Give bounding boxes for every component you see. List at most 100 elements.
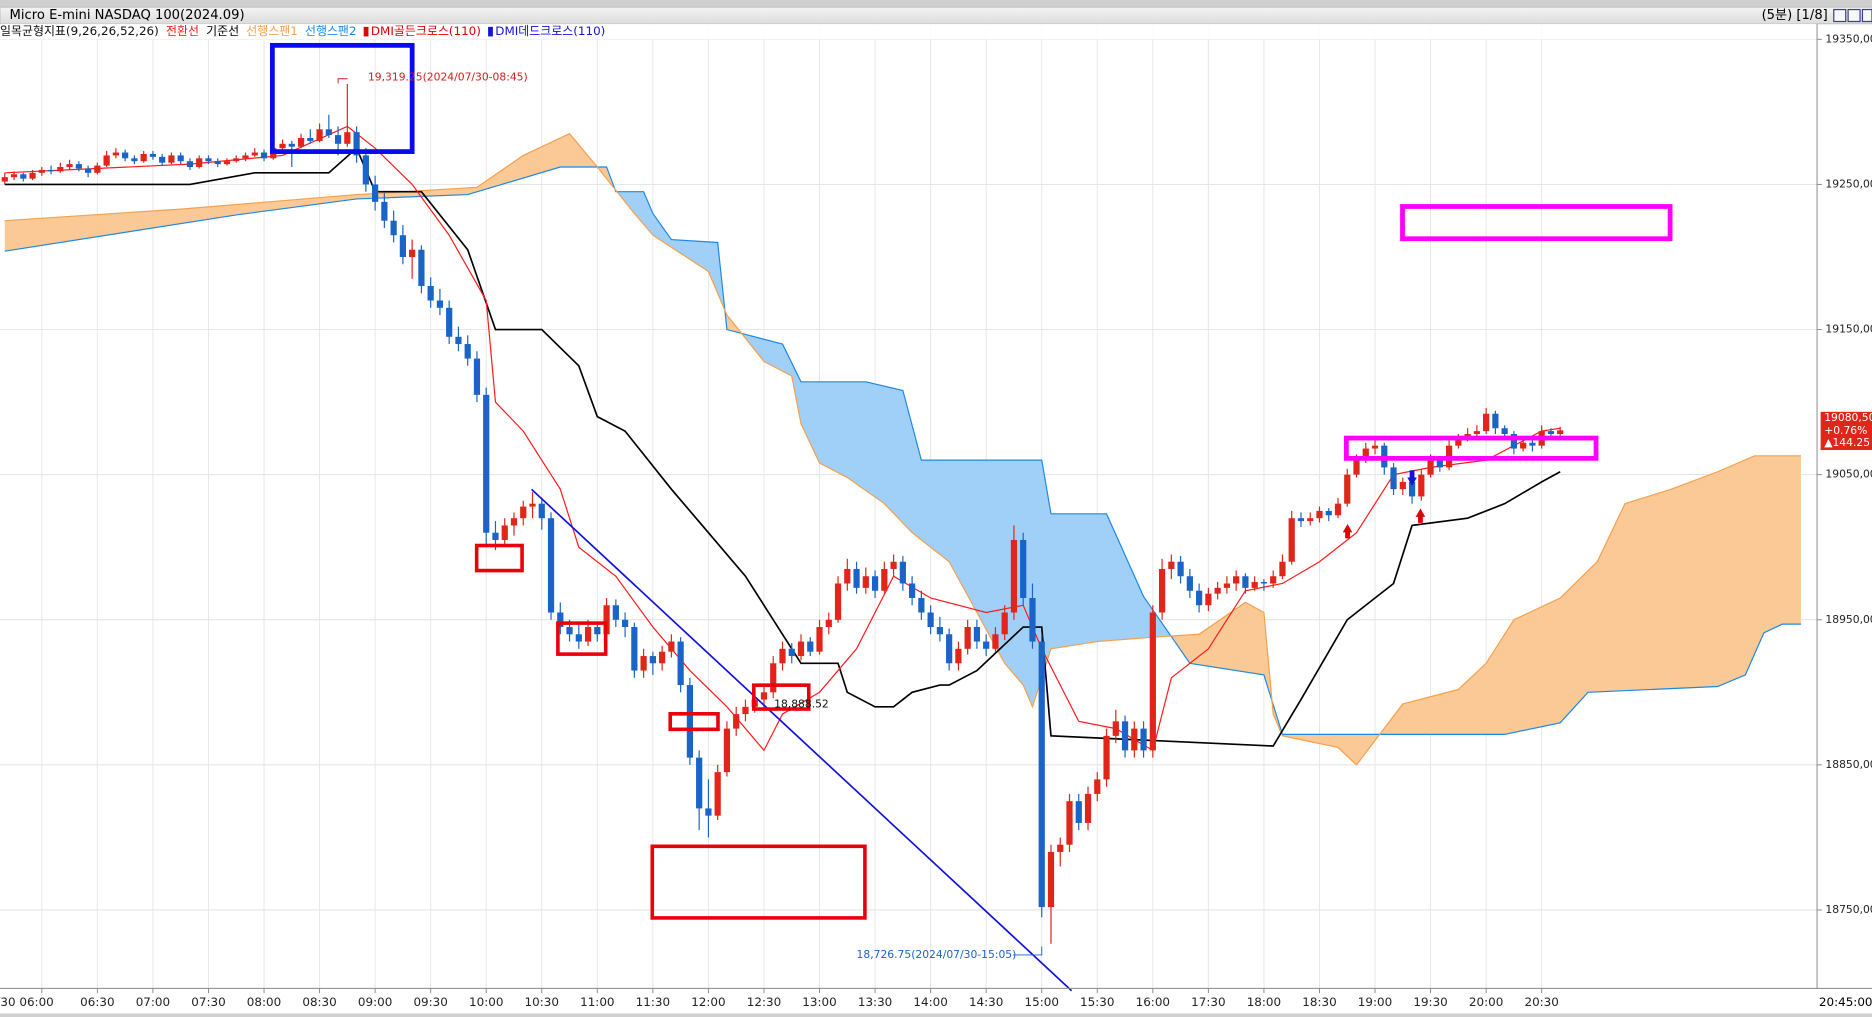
candle-body: [918, 598, 925, 613]
y-tick-label: 18950,00: [1825, 613, 1872, 626]
candle-body: [603, 605, 610, 635]
x-tick-label: 10:30: [525, 995, 559, 1009]
candle-body: [112, 152, 119, 156]
x-tick-label: 12:00: [691, 995, 725, 1009]
candle-body: [1214, 587, 1221, 594]
x-tick-label: 15:30: [1080, 995, 1114, 1009]
candle-body: [316, 129, 323, 141]
candle-body: [1288, 518, 1295, 562]
candle-body: [640, 656, 647, 671]
candle-body: [557, 612, 564, 628]
candle-body: [1279, 561, 1286, 577]
candle-body: [862, 576, 869, 588]
candle-body: [390, 220, 397, 236]
candle-body: [899, 561, 906, 584]
x-tick-label: 11:00: [580, 995, 614, 1009]
close-button[interactable]: [1861, 8, 1872, 23]
scrollbar[interactable]: [0, 1013, 1872, 1017]
candle-body: [1501, 428, 1508, 435]
candle-body: [57, 167, 64, 172]
x-tick-label: 18:00: [1247, 995, 1281, 1009]
candle-body: [529, 503, 536, 507]
legend: 일목균형지표(9,26,26,52,26) 전환선 기준선 선행스팬1 선행스팬2 DMI…: [0, 23, 605, 38]
legend-entry: 선행스팬1: [246, 23, 298, 38]
candle-body: [1371, 445, 1379, 449]
window-title: Micro E-mini NASDAQ 100(2024.09): [10, 8, 245, 23]
candle-body: [501, 525, 508, 540]
x-tick-label: 09:00: [358, 995, 392, 1009]
candle-body: [594, 627, 601, 635]
x-tick-label: 07:30: [191, 995, 225, 1009]
candle-body: [1492, 413, 1499, 429]
x-tick-label: 20:00: [1469, 995, 1503, 1009]
highlight-box: [1400, 204, 1673, 242]
candle-body: [1547, 431, 1555, 435]
x-tick-label: 06:30: [80, 995, 114, 1009]
drawings: 19,319.25(2024/07/30-08:45) 18,726.75(20…: [269, 42, 1673, 992]
candle-body: [1418, 474, 1425, 497]
price-tag-change-pct: +0.76%: [1824, 424, 1867, 437]
candle-body: [1084, 793, 1092, 823]
candle-body: [464, 344, 471, 359]
trend-line: [531, 488, 1073, 992]
candle-body: [1316, 510, 1323, 519]
candle-body: [140, 153, 147, 162]
candle-body: [964, 627, 971, 649]
candle-body: [1168, 561, 1175, 569]
candle-body: [520, 506, 527, 519]
y-tick-label: 19250,00: [1825, 177, 1872, 190]
highlight-box: [269, 42, 415, 154]
candle-body: [983, 641, 990, 649]
current-time-label: 20:45:00: [1819, 995, 1872, 1009]
candle-body: [760, 692, 768, 700]
legend-entry: 선행스팬2: [305, 23, 357, 38]
candle-body: [946, 634, 953, 664]
candle-body: [38, 169, 45, 173]
legend-icon: [488, 26, 493, 37]
candle-body: [1483, 413, 1490, 432]
candle-body: [649, 656, 656, 664]
x-tick-label: 17:30: [1191, 995, 1225, 1009]
candle-body: [631, 627, 638, 671]
highlight-box: [650, 844, 867, 920]
legend-entry: DMI데드크로스(110): [495, 24, 605, 38]
annotation-leader: [337, 78, 348, 84]
candle-body: [1177, 561, 1184, 577]
window-button[interactable]: [1847, 8, 1861, 23]
candle-body: [1066, 801, 1073, 845]
x-tick-label: 16:00: [1136, 995, 1170, 1009]
candle-body: [1520, 442, 1527, 449]
cloud-fill: [4, 133, 616, 252]
candle-body: [668, 641, 675, 652]
candle-body: [427, 286, 434, 301]
y-tick-label: 19150,00: [1825, 323, 1872, 336]
candle-body: [547, 518, 555, 613]
x-tick-label: 19:00: [1358, 995, 1392, 1009]
candle-body: [1020, 539, 1027, 599]
candle-body: [1029, 598, 1036, 642]
candle-body: [325, 129, 332, 136]
candle-body: [1205, 593, 1212, 606]
candle-body: [955, 648, 962, 664]
candle-body: [473, 358, 481, 395]
candle-body: [1270, 576, 1277, 584]
candle-body: [677, 641, 684, 686]
candle-body: [1233, 576, 1240, 584]
legend-entry: 기준선: [206, 24, 239, 38]
candle-body: [1103, 735, 1110, 780]
window-button[interactable]: [1833, 8, 1847, 23]
x-tick-label: 08:30: [302, 995, 336, 1009]
x-tick-label: 13:00: [802, 995, 836, 1009]
candle-body: [251, 152, 258, 156]
candle-body: [399, 235, 406, 257]
candle-body: [168, 155, 175, 163]
candle-body: [492, 532, 499, 540]
legend-background: [0, 23, 1818, 40]
legend-entry: DMI골든크로스(110): [371, 24, 481, 38]
candle-body: [1353, 460, 1360, 475]
candle-body: [612, 605, 619, 620]
candle-body: [334, 135, 342, 144]
x-tick-label: 08:00: [247, 995, 281, 1009]
candle-body: [1260, 582, 1268, 584]
x-tick-label: 10:00: [469, 995, 503, 1009]
